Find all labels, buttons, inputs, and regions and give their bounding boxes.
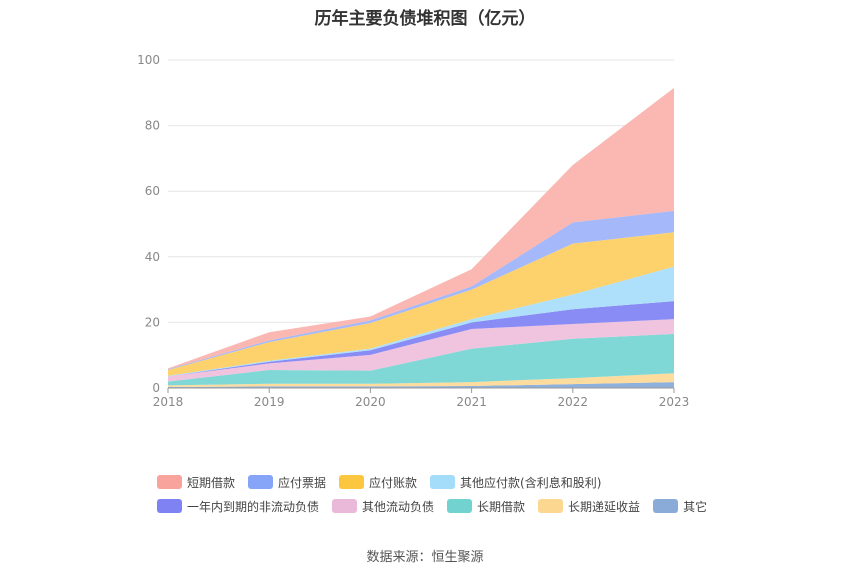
legend-item[interactable]: 其它 [653,498,707,515]
y-tick-label: 40 [145,250,160,264]
legend-label: 一年内到期的非流动负债 [187,499,320,514]
legend-row-1: 短期借款 应付票据 应付账款 其他应付款(含利息和股利) [157,473,614,491]
area-series [168,301,674,377]
y-tick-label: 0 [152,381,160,395]
y-tick-label: 80 [145,119,160,133]
area-series [168,333,674,386]
chart-title: 历年主要负债堆积图（亿元） [314,9,536,29]
legend-label: 长期递延收益 [568,499,641,514]
x-tick-label: 2018 [153,395,184,409]
legend-label: 其他流动负债 [362,499,435,514]
legend-swatch [248,475,274,489]
legend-item[interactable]: 其他流动负债 [332,498,434,515]
legend-row-2: 一年内到期的非流动负债 其他流动负债 长期借款 长期递延收益 其它 [157,497,720,515]
y-tick-label: 100 [137,53,160,67]
x-tick-label: 2021 [456,395,487,409]
legend-swatch [332,499,358,513]
legend-label: 短期借款 [187,475,236,490]
legend-label: 应付账款 [369,475,418,490]
legend-item[interactable]: 短期借款 [157,474,235,491]
legend-label: 长期借款 [477,499,526,514]
legend-label: 其它 [683,499,708,514]
stacked-area-chart: 0 20 40 60 80 100 2018 2019 2020 2021 2022 2023 [137,53,690,409]
legend-swatch [157,499,182,513]
x-tick-label: 2020 [355,395,386,409]
legend-swatch [447,499,473,513]
y-tick-label: 60 [145,184,160,198]
legend-label: 应付票据 [278,475,327,490]
legend-item[interactable]: 长期借款 [447,498,525,515]
area-series [168,319,674,382]
area-series [168,373,674,388]
area-series [168,210,674,370]
x-tick-label: 2019 [254,395,285,409]
legend-item[interactable]: 长期递延收益 [538,498,640,515]
legend-swatch [339,475,365,489]
y-tick-label: 20 [145,315,160,329]
area-series [168,232,674,376]
legend-item[interactable]: 一年内到期的非流动负债 [157,498,319,515]
area-series [168,382,674,388]
legend-swatch [538,499,564,513]
legend-swatch [157,475,182,489]
legend-label: 其他应付款(含利息和股利) [460,475,602,490]
x-tick-label: 2022 [558,395,589,409]
source-note: 数据来源：恒生聚源 [366,550,484,565]
x-tick-label: 2023 [659,395,690,409]
legend-swatch [653,499,679,513]
legend-swatch [430,475,456,489]
legend-item[interactable]: 应付账款 [339,474,417,491]
legend-item[interactable]: 应付票据 [248,474,326,491]
legend-item[interactable]: 其他应付款(含利息和股利) [430,474,601,491]
